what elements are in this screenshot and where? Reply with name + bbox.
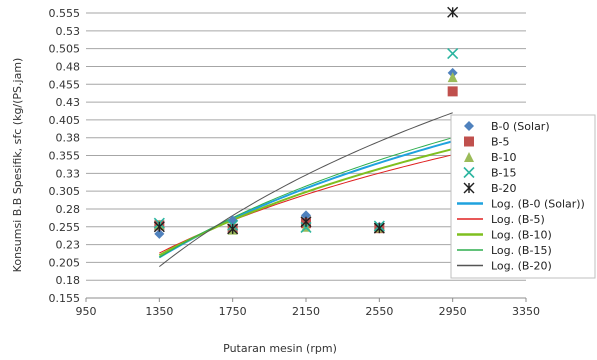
x-tick-label: 3350 <box>512 305 540 318</box>
y-tick-label: 0.205 <box>49 256 81 269</box>
legend-label: B-0 (Solar) <box>491 120 550 133</box>
y-tick-label: 0.305 <box>49 185 81 198</box>
y-tick-label: 0.505 <box>49 43 81 56</box>
y-tick-label: 0.43 <box>56 96 81 109</box>
x-axis-title: Putaran mesin (rpm) <box>223 342 337 355</box>
data-point <box>154 228 165 239</box>
legend-item: B-10 <box>464 151 517 164</box>
legend-label: Log. (B-15) <box>491 244 552 257</box>
legend: B-0 (Solar) B-5 B-10 B-15 B-20 Log. (B-0 (Sol… <box>450 114 596 279</box>
marker-stroke <box>447 48 459 60</box>
legend-label: Log. (B-5) <box>491 213 545 226</box>
y-tick-label: 0.155 <box>49 292 81 305</box>
y-tick-label: 0.38 <box>56 132 81 145</box>
y-axis-title: Konsumsi B.B Spesifik, sfc (kg/(PS.jam) <box>11 58 24 273</box>
marker-stroke <box>463 166 475 179</box>
legend-label: Log. (B-0 (Solar)) <box>491 198 585 211</box>
x-tick-label: 2950 <box>439 305 467 318</box>
data-point <box>463 182 475 194</box>
y-tick-label: 0.53 <box>56 25 81 38</box>
x-axis-ticks: 950 1350 1750 2150 2550 2950 3350 <box>76 298 540 318</box>
data-point <box>153 221 165 233</box>
trendline <box>159 137 453 258</box>
data-point <box>300 216 312 228</box>
data-point <box>447 72 458 83</box>
x-tick-label: 1350 <box>145 305 173 318</box>
y-tick-label: 0.28 <box>56 203 81 216</box>
legend-item: Log. (B-10) <box>457 229 552 242</box>
data-point <box>447 6 459 18</box>
trendline <box>159 112 453 268</box>
y-tick-label: 0.555 <box>49 7 81 20</box>
data-point <box>227 223 239 235</box>
x-tick-label: 1750 <box>219 305 247 318</box>
y-tick-label: 0.23 <box>56 239 81 252</box>
trendlines <box>158 112 453 268</box>
legend-item: Log. (B-5) <box>457 213 545 226</box>
legend-item: B-0 (Solar) <box>464 120 550 133</box>
trendline <box>158 140 453 259</box>
legend-item: B-5 <box>464 136 510 149</box>
y-tick-label: 0.405 <box>49 114 81 127</box>
legend-item: B-20 <box>463 182 517 195</box>
legend-label: B-10 <box>491 151 517 164</box>
legend-box <box>450 114 596 279</box>
legend-item: Log. (B-0 (Solar)) <box>457 198 585 211</box>
data-point <box>464 152 474 162</box>
data-point <box>373 222 385 234</box>
data-points <box>153 6 459 239</box>
y-tick-label: 0.255 <box>49 221 81 234</box>
legend-label: Log. (B-10) <box>491 229 552 242</box>
y-tick-label: 0.33 <box>56 167 81 180</box>
y-tick-label: 0.455 <box>49 78 81 91</box>
legend-item: Log. (B-15) <box>457 244 552 257</box>
x-tick-label: 2550 <box>365 305 393 318</box>
trendline <box>159 154 453 254</box>
y-tick-label: 0.355 <box>49 150 81 163</box>
data-point <box>464 136 474 147</box>
data-point <box>464 121 474 131</box>
legend-item: Log. (B-20) <box>457 260 552 273</box>
y-axis-ticks: 0.155 0.18 0.205 0.23 0.255 0.28 0.305 0.33 0.35… <box>49 7 81 305</box>
legend-label: B-15 <box>491 167 517 180</box>
legend-item: B-15 <box>463 166 517 180</box>
data-point <box>301 210 311 221</box>
legend-label: B-5 <box>491 136 510 149</box>
legend-label: B-20 <box>491 182 517 195</box>
x-tick-label: 950 <box>76 305 97 318</box>
y-tick-label: 0.18 <box>56 274 81 287</box>
y-tick-label: 0.48 <box>56 60 81 73</box>
data-point <box>447 48 459 60</box>
x-tick-label: 2150 <box>292 305 320 318</box>
data-point <box>463 166 475 179</box>
legend-label: Log. (B-20) <box>491 260 552 273</box>
data-point <box>447 86 458 97</box>
